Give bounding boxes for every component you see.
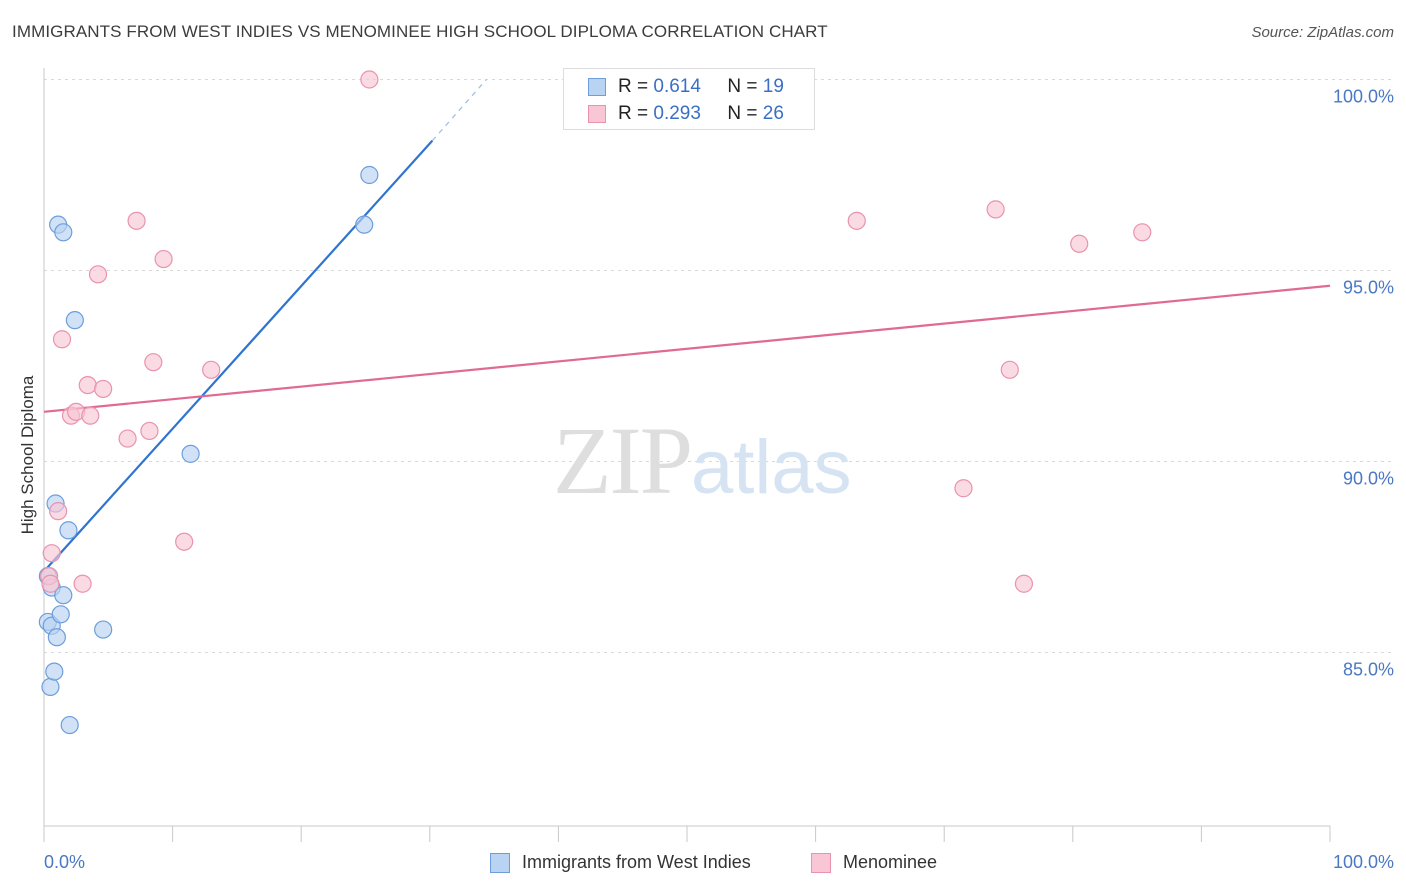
menominee-point-16: [154, 249, 173, 269]
r-label: R =: [618, 76, 649, 97]
trend-layer: [43, 79, 1331, 570]
stats-legend-row-west-indies: R = 0.614 N = 19: [588, 74, 784, 100]
menominee-point-22: [986, 200, 1005, 219]
r-value: 0.293: [653, 103, 701, 124]
menominee-point-12: [118, 429, 137, 448]
n-label: N =: [727, 76, 758, 97]
menominee-point-24: [1014, 574, 1034, 593]
menominee-point-3: [49, 502, 68, 521]
y-tick-label-90: 90.0%: [1342, 468, 1394, 489]
menominee-point-14: [140, 421, 159, 441]
west-indies-point-7: [51, 605, 70, 624]
y-tick-label-100: 100.0%: [1332, 86, 1394, 107]
n-value: 26: [762, 103, 784, 124]
stats-legend-row-menominee: R = 0.293 N = 26: [588, 101, 784, 127]
west-indies-point-9: [60, 715, 79, 735]
source-credit: Source: ZipAtlas.com: [1251, 24, 1394, 41]
west-indies-point-13: [65, 311, 84, 330]
y-tick-label-95: 95.0%: [1342, 277, 1394, 298]
menominee-point-4: [73, 574, 92, 593]
r-value: 0.614: [653, 76, 701, 97]
menominee-point-19: [360, 70, 379, 89]
west-indies-point-16: [181, 444, 200, 463]
west-indies-trend-extension: [431, 79, 487, 142]
menominee-point-2: [41, 574, 60, 593]
y-axis-label: High School Diploma: [18, 375, 37, 535]
west-indies-swatch: [588, 78, 606, 96]
grid-layer: [44, 79, 1392, 653]
menominee-point-26: [1133, 223, 1152, 242]
west-indies-point-4: [41, 677, 60, 696]
menominee-swatch: [588, 105, 606, 123]
menominee-legend-swatch: [811, 852, 831, 873]
west-indies-point-10: [94, 620, 113, 639]
menominee-point-11: [94, 379, 113, 399]
west-indies-point-15: [54, 223, 73, 242]
menominee-point-25: [1070, 234, 1089, 253]
west-indies-legend-label: Immigrants from West Indies: [522, 852, 751, 872]
west-indies-point-17: [355, 215, 374, 234]
axis-layer: [43, 68, 1331, 842]
menominee-point-15: [144, 353, 163, 372]
menominee-point-5: [52, 330, 72, 349]
x-tick-label-0: 0.0%: [44, 852, 86, 872]
west-indies-point-12: [59, 521, 78, 540]
menominee-legend-label: Menominee: [843, 852, 938, 872]
bottom-legend-west-indies: Immigrants from West Indies: [490, 852, 751, 873]
west-indies-trend-line: [45, 139, 434, 570]
menominee-point-23: [1000, 360, 1019, 379]
chart-title: IMMIGRANTS FROM WEST INDIES VS MENOMINEE…: [12, 22, 828, 41]
menominee-point-18: [202, 360, 221, 379]
x-tick-label-100: 100.0%: [1332, 852, 1394, 872]
west-indies-point-5: [45, 662, 64, 681]
west-indies-legend-swatch: [490, 852, 510, 873]
west-indies-point-8: [54, 586, 73, 605]
bottom-legend-menominee: Menominee: [811, 852, 937, 873]
menominee-trend-line: [43, 284, 1331, 413]
y-tick-label-85: 85.0%: [1342, 659, 1394, 680]
menominee-point-10: [88, 265, 108, 284]
menominee-point-20: [847, 211, 866, 230]
n-label: N =: [727, 103, 758, 124]
point-layer: [38, 70, 1152, 735]
stats-legend: R = 0.614 N = 19 R = 0.293 N = 26: [563, 68, 815, 130]
menominee-point-1: [42, 544, 61, 563]
west-indies-point-18: [360, 165, 379, 185]
r-label: R =: [618, 103, 649, 124]
menominee-point-8: [78, 376, 97, 395]
menominee-point-17: [175, 532, 194, 551]
menominee-point-21: [954, 479, 973, 498]
menominee-point-13: [127, 211, 146, 230]
n-value: 19: [762, 76, 784, 97]
west-indies-point-6: [47, 628, 66, 647]
menominee-point-9: [81, 406, 100, 425]
